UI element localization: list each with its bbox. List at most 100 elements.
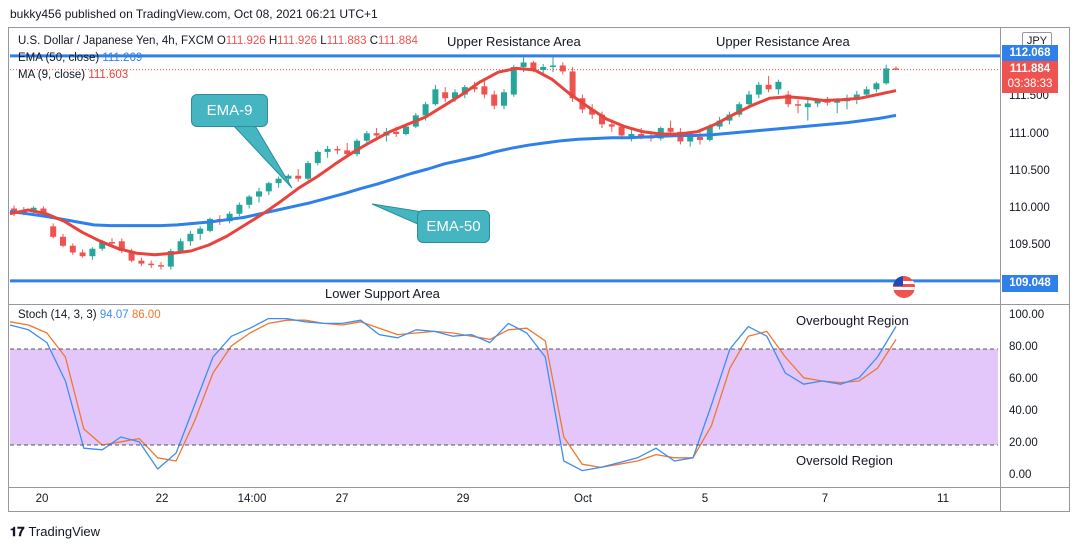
time-tick-label: 29 [456, 493, 470, 505]
candle-body [510, 66, 517, 95]
last-price-tag: 111.884 03:38:33 [1002, 61, 1058, 93]
candle-body [795, 104, 801, 106]
candle-body [785, 94, 792, 105]
candle-body [314, 151, 321, 164]
candle-body [363, 133, 370, 141]
candle-body [697, 136, 703, 140]
stoch-legend[interactable]: Stoch (14, 3, 3) 94.07 86.00 [18, 309, 161, 321]
ema-legend[interactable]: EMA (50, close) 111.269 [18, 52, 142, 64]
ohlc-high-label: H [268, 35, 278, 47]
candle-body [275, 178, 282, 184]
stoch-tick-label: 0.00 [1009, 469, 1032, 481]
ema50-line [9, 113, 897, 228]
candle-body [608, 124, 615, 127]
candle-body [834, 101, 841, 103]
symbol-title: U.S. Dollar / Japanese Yen, 4h, FXCM [18, 35, 214, 47]
resistance-price-tag: 112.068 [1002, 45, 1058, 61]
upper-resistance-label-1: Upper Resistance Area [447, 34, 581, 49]
stoch-k-line [9, 317, 897, 472]
ma-legend[interactable]: MA (9, close) 111.603 [18, 69, 128, 81]
stoch-tick-label: 20.00 [1009, 437, 1038, 449]
candle-body [403, 126, 409, 135]
candle-body [883, 68, 890, 84]
price-axis-divider [1000, 28, 1001, 512]
candle-body [530, 62, 537, 70]
price-tick-label: 110.000 [1009, 202, 1050, 214]
candle-body [285, 175, 292, 179]
candle-body [628, 134, 635, 137]
candle-body [432, 89, 439, 105]
candle-body [481, 86, 488, 95]
candle-body [814, 100, 821, 104]
pane-divider[interactable] [9, 304, 1070, 305]
candle-body [589, 109, 596, 115]
candle-body [344, 150, 351, 155]
candle-body [873, 83, 880, 90]
time-tick-label: 7 [821, 493, 829, 505]
candle-body [442, 92, 449, 99]
ema9-callout[interactable]: EMA-9 [191, 94, 268, 127]
candle-body [138, 260, 145, 264]
candle-body [236, 204, 243, 214]
candle-body [775, 81, 782, 90]
overbought-label: Overbought Region [796, 313, 909, 328]
candle-body [471, 87, 478, 90]
candle-body [354, 140, 360, 155]
time-tick-label: 22 [155, 493, 169, 505]
stoch-d-value: 86.00 [131, 309, 161, 321]
candle-body [804, 103, 811, 108]
candle-body [99, 241, 106, 249]
ema50-callout[interactable]: EMA-50 [417, 210, 490, 243]
tradingview-brand-text: TradingView [28, 524, 101, 539]
candle-body [893, 68, 899, 70]
candle-body [109, 242, 115, 244]
ohlc-open-label: O [216, 35, 226, 47]
oversold-label: Oversold Region [796, 453, 893, 468]
candle-body [60, 236, 66, 246]
ohlc-close-label: C [369, 35, 379, 47]
symbol-legend[interactable]: U.S. Dollar / Japanese Yen, 4h, FXCM O11… [18, 35, 418, 47]
candle-body [373, 133, 380, 136]
candle-body [393, 131, 400, 135]
time-axis-divider [9, 487, 1070, 488]
candle-body [305, 163, 311, 179]
time-tick-label: 20 [35, 493, 49, 505]
publisher-header: bukky456 published on TradingView.com, O… [10, 7, 378, 21]
candle-body [89, 248, 96, 257]
candle-body [422, 104, 429, 116]
stoch-tick-label: 100.00 [1009, 309, 1045, 321]
stoch-tick-label: 80.00 [1009, 341, 1038, 353]
tradingview-brand[interactable]: 𝟏𝟕 TradingView [10, 524, 100, 540]
candle-body [40, 208, 47, 214]
candle-body [187, 233, 194, 242]
price-tick-label: 109.500 [1009, 239, 1051, 252]
candle-body [226, 213, 233, 222]
time-tick-label: 5 [701, 493, 709, 505]
candle-body [667, 128, 674, 132]
candle-body [491, 94, 498, 106]
candle-body [118, 241, 125, 251]
stoch-d-line [9, 319, 897, 469]
candle-body [167, 250, 174, 267]
chart-frame [8, 27, 1070, 512]
us-flag-icon[interactable] [893, 276, 915, 298]
time-tick-label: 27 [335, 493, 349, 505]
ma-legend-label: MA (9, close) [18, 69, 86, 81]
candle-body [687, 136, 694, 142]
upper-resistance-label-2: Upper Resistance Area [716, 34, 850, 49]
lower-support-label: Lower Support Area [325, 286, 440, 301]
price-tick-label: 111.500 [1009, 90, 1049, 103]
candle-body [599, 114, 605, 125]
stoch-band-layer [10, 349, 998, 445]
ma-legend-value: 111.603 [88, 69, 129, 81]
candle-body [148, 263, 155, 266]
candle-body [69, 245, 76, 253]
support-price-tag: 109.048 [1002, 275, 1058, 292]
candle-body [452, 92, 458, 99]
candle-body [569, 71, 576, 99]
stoch-band [10, 349, 998, 445]
candle-body [501, 92, 507, 106]
tradingview-logo-icon: 𝟏𝟕 [10, 524, 25, 539]
